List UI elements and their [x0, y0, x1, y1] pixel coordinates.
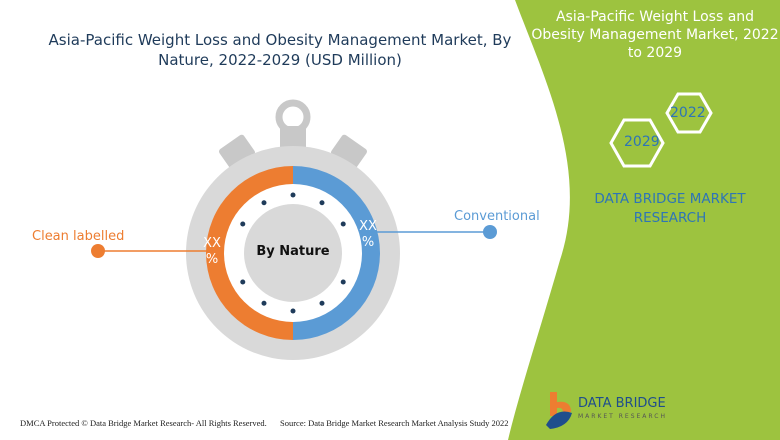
center-label: By Nature — [256, 244, 330, 259]
logo-icon — [546, 392, 572, 429]
stopwatch — [186, 99, 400, 360]
year-2022: 2022 — [670, 105, 706, 121]
chart-title: Asia-Pacific Weight Loss and Obesity Man… — [48, 31, 512, 69]
dial-dot — [290, 308, 296, 314]
dial-dot — [319, 300, 325, 306]
conventional-marker — [483, 225, 497, 239]
logo-name: DATA BRIDGE — [578, 396, 666, 411]
dial-dot — [340, 221, 346, 227]
source-note: Source: Data Bridge Market Research Mark… — [280, 418, 509, 428]
dial-dot — [261, 300, 267, 306]
dial-dot — [340, 279, 346, 285]
side-title: Asia-Pacific Weight Loss and Obesity Man… — [531, 9, 779, 61]
dial-dot — [261, 200, 267, 206]
dial-dot — [319, 200, 325, 206]
year-2029: 2029 — [624, 134, 660, 150]
logo-sub: MARKET RESEARCH — [578, 413, 667, 420]
clean-labelled-marker — [91, 244, 105, 258]
dial-dot — [290, 192, 296, 198]
conventional-value: XX % — [359, 219, 377, 250]
hexagon-2022 — [665, 92, 713, 134]
hexagon-2029 — [609, 118, 665, 168]
dmca-notice: DMCA Protected © Data Bridge Market Rese… — [20, 418, 267, 428]
green-panel — [508, 0, 780, 440]
dial-dot — [240, 221, 246, 227]
clean-labelled-value: XX % — [203, 236, 221, 267]
conventional-label: Conventional — [454, 209, 540, 224]
clean-labelled-label: Clean labelled — [32, 229, 125, 244]
dial-dot — [240, 279, 246, 285]
brand-text: DATA BRIDGE MARKET RESEARCH — [594, 191, 746, 226]
